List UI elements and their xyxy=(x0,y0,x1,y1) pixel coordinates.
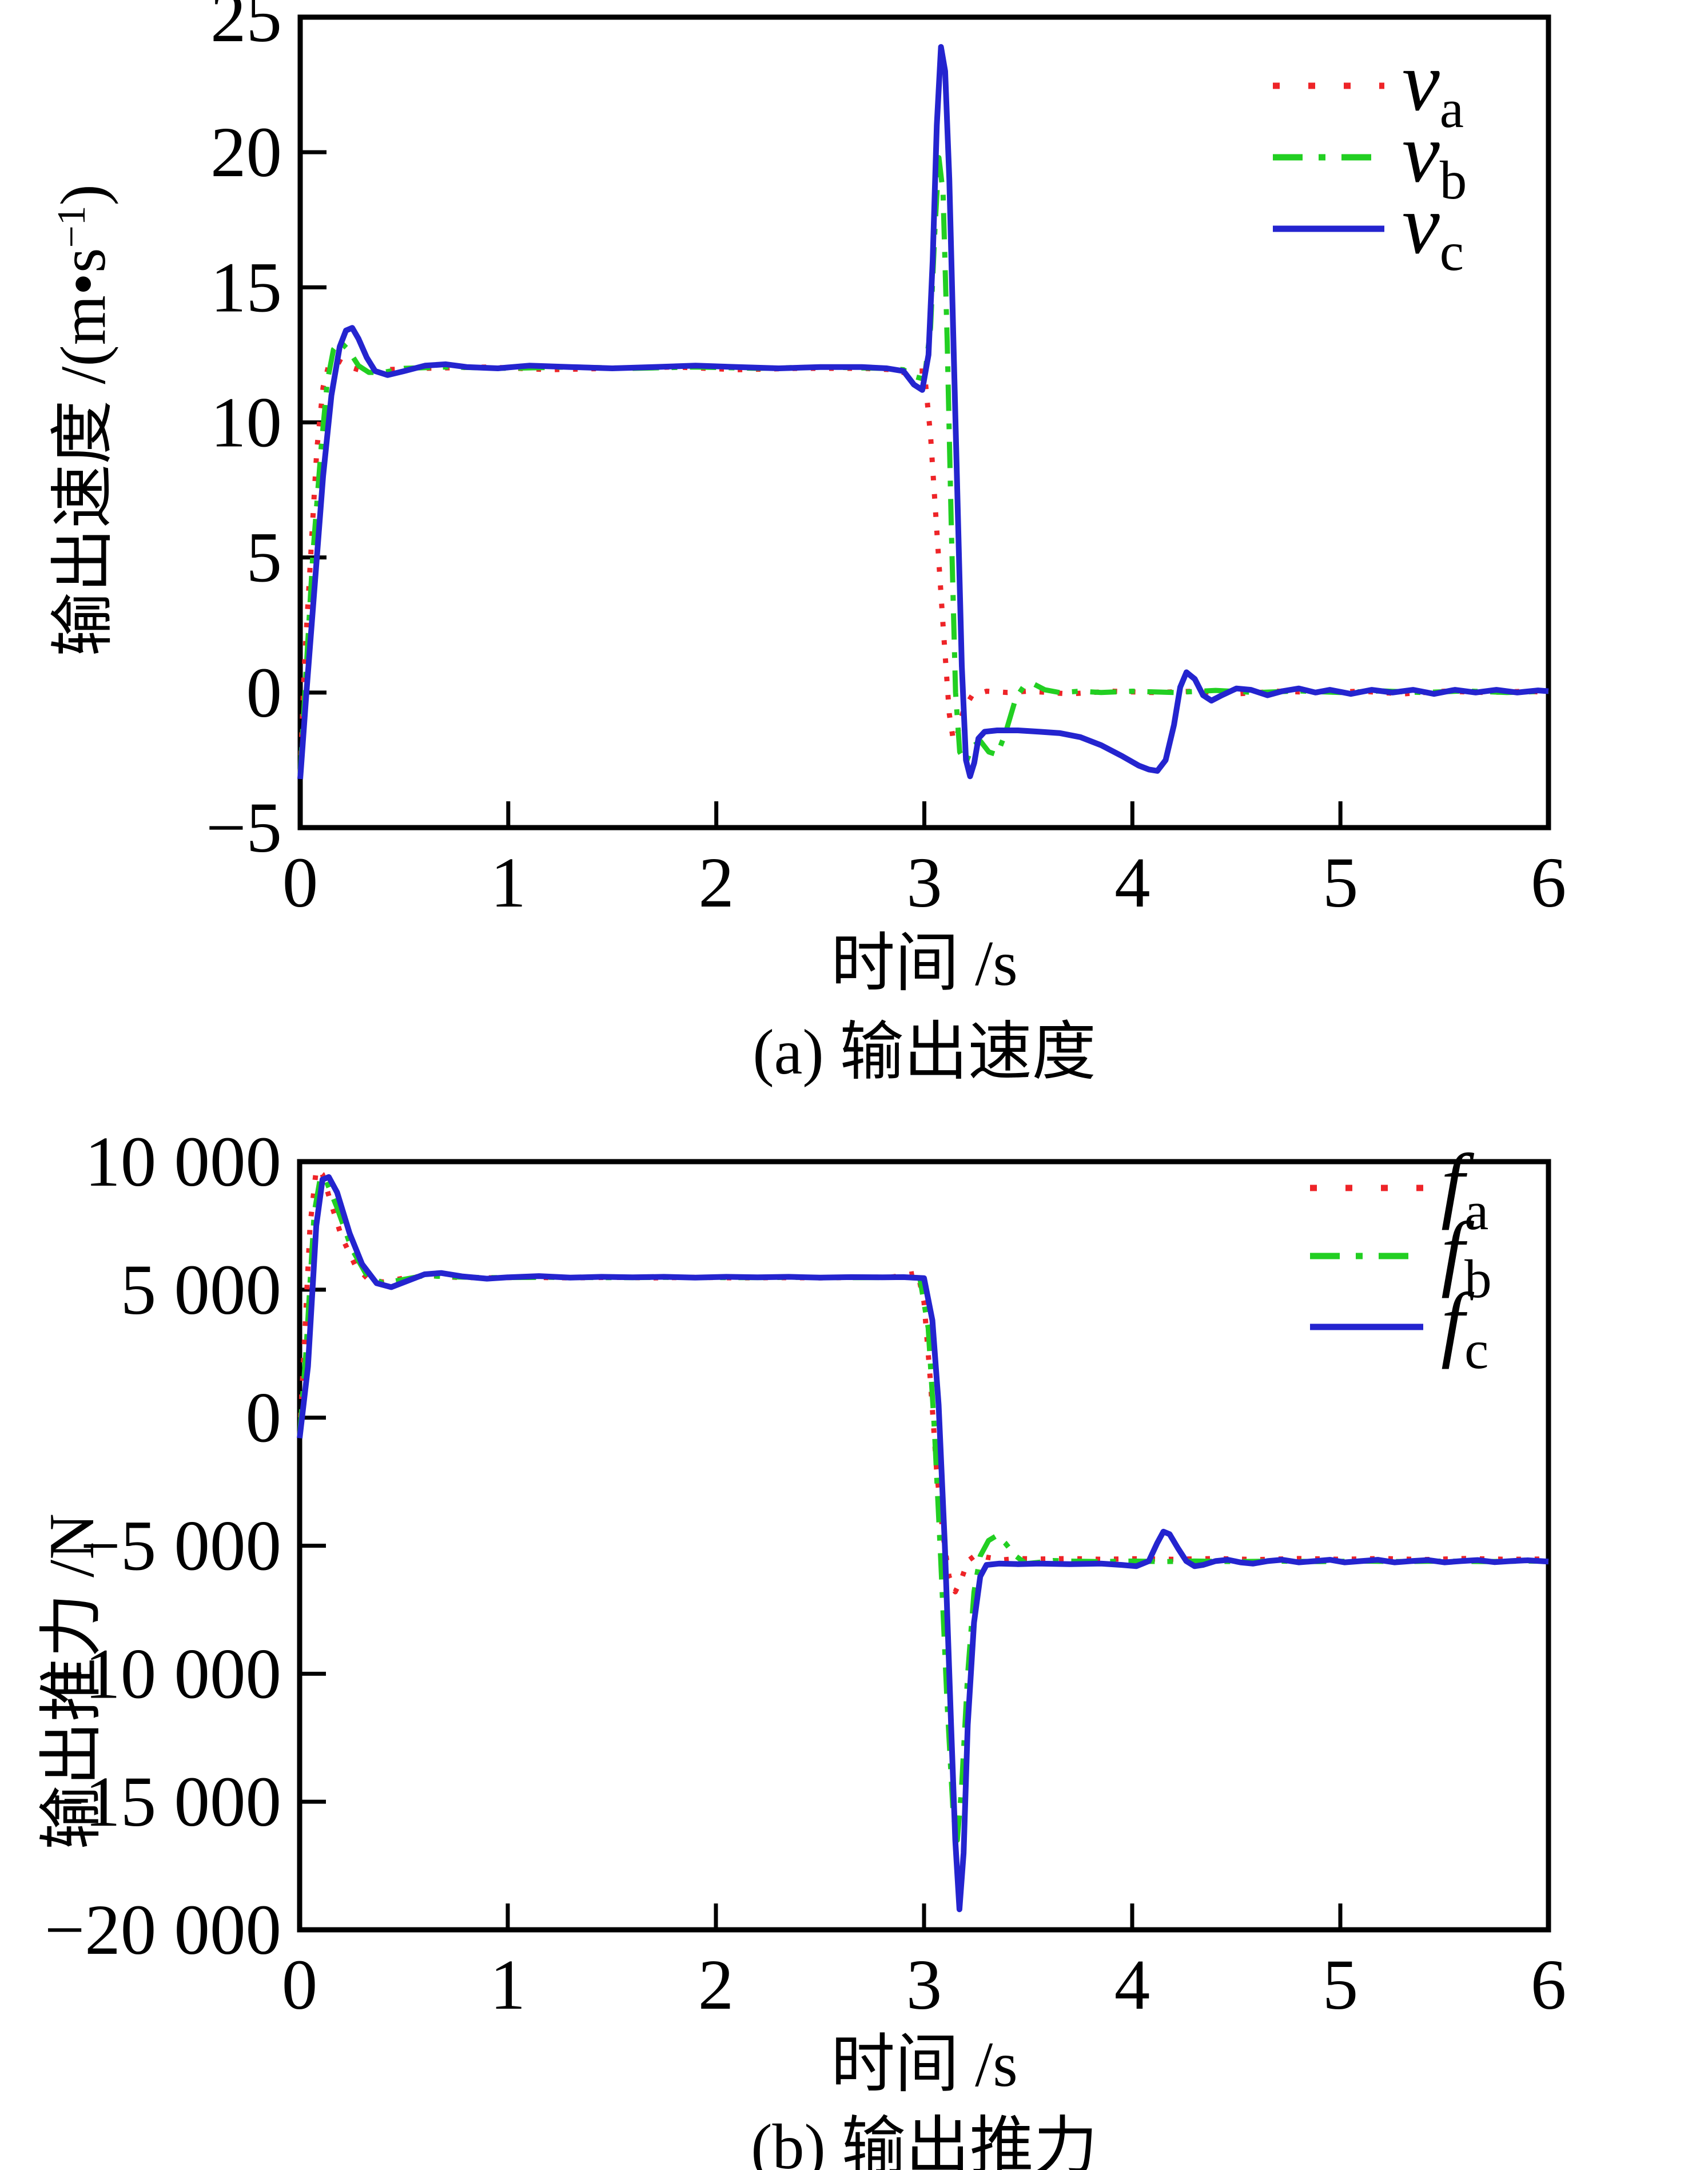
chart-a-legend-label-b: vb xyxy=(1402,106,1467,210)
chart-a-y-axis-label: 输出速度 /(m•s−1) xyxy=(31,184,124,657)
chart-a-frame xyxy=(297,14,1551,830)
chart-b-caption: (b) 输出推力 xyxy=(751,2112,1098,2170)
chart-a-series-v_c xyxy=(297,44,1549,780)
chart-a-y-tick-label: 5 xyxy=(246,519,282,598)
chart-b-x-tick-label: 2 xyxy=(698,1946,734,2025)
chart-b-x-tick-label: 3 xyxy=(906,1946,942,2025)
chart-b-series-f_a xyxy=(297,1166,1549,1595)
chart-a-x-tick-label: 3 xyxy=(906,844,942,923)
chart-a-legend-label-c: vc xyxy=(1402,178,1464,282)
chart-b-y-tick-label: 5 000 xyxy=(121,1251,281,1330)
chart-a-y-tick-label: 0 xyxy=(246,654,282,733)
chart-a-y-tick-label: 25 xyxy=(210,0,282,57)
chart-a-x-tick-label: 4 xyxy=(1114,844,1150,923)
chart-b-x-tick-label: 4 xyxy=(1114,1946,1150,2025)
chart-b-series-f_c xyxy=(297,1174,1549,1913)
chart-b-y-tick-label: −10 000 xyxy=(45,1635,281,1714)
chart-b-y-axis-label: 输出推力 /N xyxy=(19,1513,112,1850)
chart-a-y-tick-label: 15 xyxy=(210,248,282,327)
chart-a-y-axis-label-text: 输出速度 /(m•s xyxy=(48,248,119,657)
chart-a-x-axis-label: 时间 /s xyxy=(831,928,1018,999)
chart-a-x-tick-label: 6 xyxy=(1531,844,1567,923)
chart-b-x-tick-label: 0 xyxy=(282,1946,318,2025)
chart-b-x-tick-label: 6 xyxy=(1531,1946,1567,2025)
chart-a-y-axis-label-exponent: −1 xyxy=(50,205,94,248)
chart-a-x-tick-label: 2 xyxy=(698,844,734,923)
chart-a-y-tick-label: 10 xyxy=(210,384,282,463)
chart-b-y-tick-label: 10 000 xyxy=(85,1123,281,1202)
chart-a-x-tick-label: 0 xyxy=(282,844,318,923)
chart-a-y-axis-label-suffix: ) xyxy=(48,184,119,206)
chart-b-x-tick-label: 5 xyxy=(1323,1946,1359,2025)
chart-b-legend-label-a: fa xyxy=(1441,1137,1488,1241)
chart-b-y-tick-label: 0 xyxy=(246,1379,282,1458)
chart-a-series-v_b xyxy=(297,155,1549,774)
chart-b-y-tick-label: −15 000 xyxy=(45,1763,281,1842)
chart-b-x-axis-label: 时间 /s xyxy=(831,2029,1018,2100)
chart-a-y-tick-label: 20 xyxy=(210,113,282,192)
chart-a-x-tick-label: 5 xyxy=(1323,844,1359,923)
chart-a-y-tick-label: −5 xyxy=(206,789,282,868)
chart-a-caption: (a) 输出速度 xyxy=(753,1017,1096,1088)
chart-b-y-axis-label-text: 输出推力 /N xyxy=(37,1513,108,1850)
chart-b-y-tick-label: −20 000 xyxy=(45,1891,281,1970)
chart-b-y-tick-label: −5 000 xyxy=(80,1507,281,1586)
chart-a-series-v_a xyxy=(297,357,1549,774)
chart-b: 0 1 2 3 4 5 6 10 000 5 000 0 −5 000 −10 000 −15 000 −… xyxy=(45,1123,1567,2025)
chart-a-legend-label-a: va xyxy=(1402,35,1464,139)
chart-b-x-tick-label: 1 xyxy=(490,1946,526,2025)
chart-a-x-tick-label: 1 xyxy=(491,844,527,923)
